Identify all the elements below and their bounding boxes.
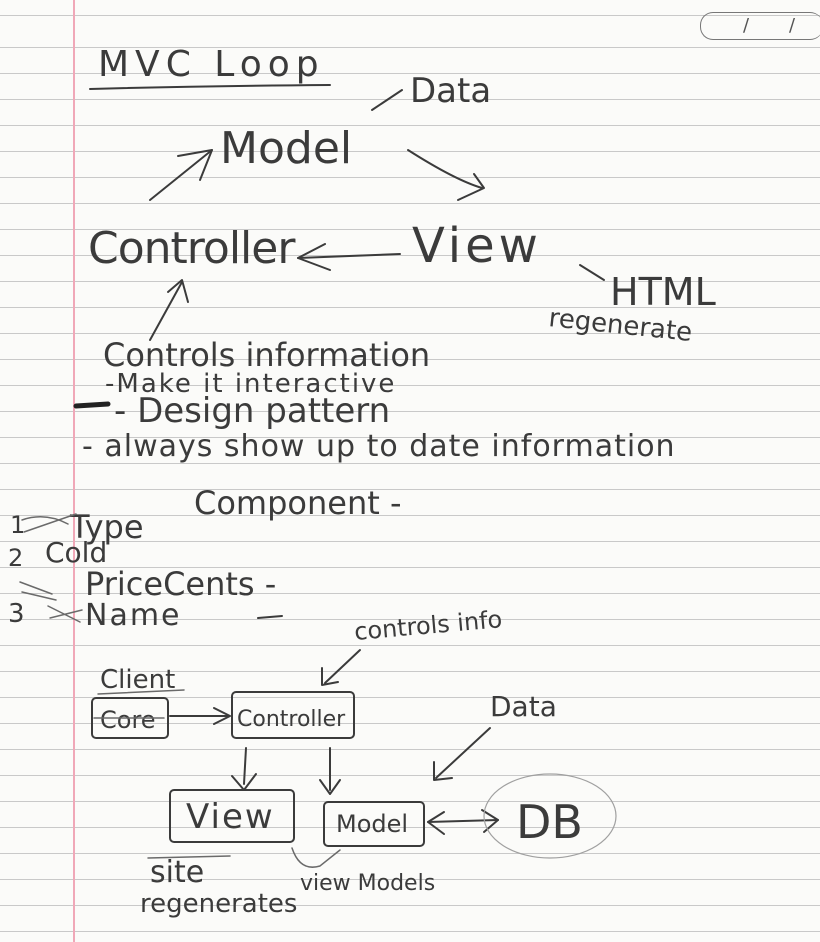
component-field-pricecents: PriceCents - [85, 565, 276, 603]
diagram-html-connector [579, 264, 605, 281]
arrow-head [427, 809, 499, 835]
title-underline [89, 84, 331, 90]
flow-controller-label: Controller [237, 707, 346, 732]
component-field-number: 1 [10, 511, 25, 539]
diagram-data-connector [371, 89, 403, 111]
arrow-controller-to-view [243, 747, 247, 785]
core-box [91, 697, 169, 739]
component-field-number: 3 [8, 599, 25, 629]
site-strike [147, 855, 231, 859]
date-slash: / [743, 15, 750, 36]
arrow-data [435, 727, 491, 779]
arrow-head [213, 707, 231, 725]
flow-core-label: Core [100, 706, 156, 734]
view-box [169, 789, 295, 843]
page-title: MVC Loop [98, 44, 325, 85]
flow-view-label: View [186, 797, 275, 837]
component-field-cold: Cold [45, 536, 107, 569]
db-ellipse [483, 773, 617, 859]
flow-view-models-label: view Models [300, 871, 435, 896]
diagram-model-label: Model [220, 123, 352, 174]
arrow-controls-info [324, 649, 361, 684]
arrow-head [297, 243, 331, 271]
note-make-interactive: -Make it interactive [105, 369, 396, 399]
arrow-head [177, 149, 213, 181]
flow-client-label: Client [100, 665, 175, 695]
client-underline [97, 689, 185, 695]
scribble-mark [73, 401, 111, 409]
arrow-model-db [427, 819, 499, 823]
flow-model-label: Model [336, 810, 408, 838]
arrow-head [433, 761, 453, 781]
component-field-name: Name [85, 598, 182, 633]
arrow-head [167, 279, 189, 303]
diagram-view-label: View [412, 218, 542, 274]
flow-controls-info-label: controls info [353, 605, 503, 646]
diagram-controller-label: Controller [88, 223, 296, 274]
note-controls-information: Controls information [103, 336, 430, 374]
date-slash: / [789, 15, 796, 36]
flow-regenerates-label: regenerates [140, 889, 297, 919]
scribble-mark [19, 581, 57, 601]
flow-site-label: site [150, 855, 204, 890]
diagram-html-label: HTML [610, 270, 716, 314]
arrow-head [321, 667, 339, 686]
component-field-number: 2 [8, 544, 23, 572]
arrow-controller-to-model [149, 149, 213, 201]
arrow-head [319, 779, 341, 795]
arrow-head [457, 173, 485, 201]
dash-mark [257, 615, 283, 619]
arrow-model-to-view [407, 149, 483, 189]
component-field-type: Type [69, 508, 144, 546]
controller-box [231, 691, 355, 739]
note-always-up-to-date: - always show up to date information [82, 429, 676, 464]
arrow-view-to-controller [297, 253, 401, 259]
scribble-mark [47, 605, 83, 623]
arrow-notes-to-controller [149, 281, 183, 341]
flow-data-label: Data [490, 690, 557, 723]
note-design-pattern: - Design pattern [114, 391, 390, 431]
scribble-mark [21, 513, 77, 533]
component-heading: Component - [194, 484, 402, 522]
date-box: / / [700, 12, 820, 40]
diagram-data-label: Data [410, 71, 491, 111]
model-box [323, 801, 425, 847]
margin-line [73, 0, 75, 942]
flow-db-label: DB [516, 795, 583, 849]
view-models-bracket [291, 847, 341, 868]
